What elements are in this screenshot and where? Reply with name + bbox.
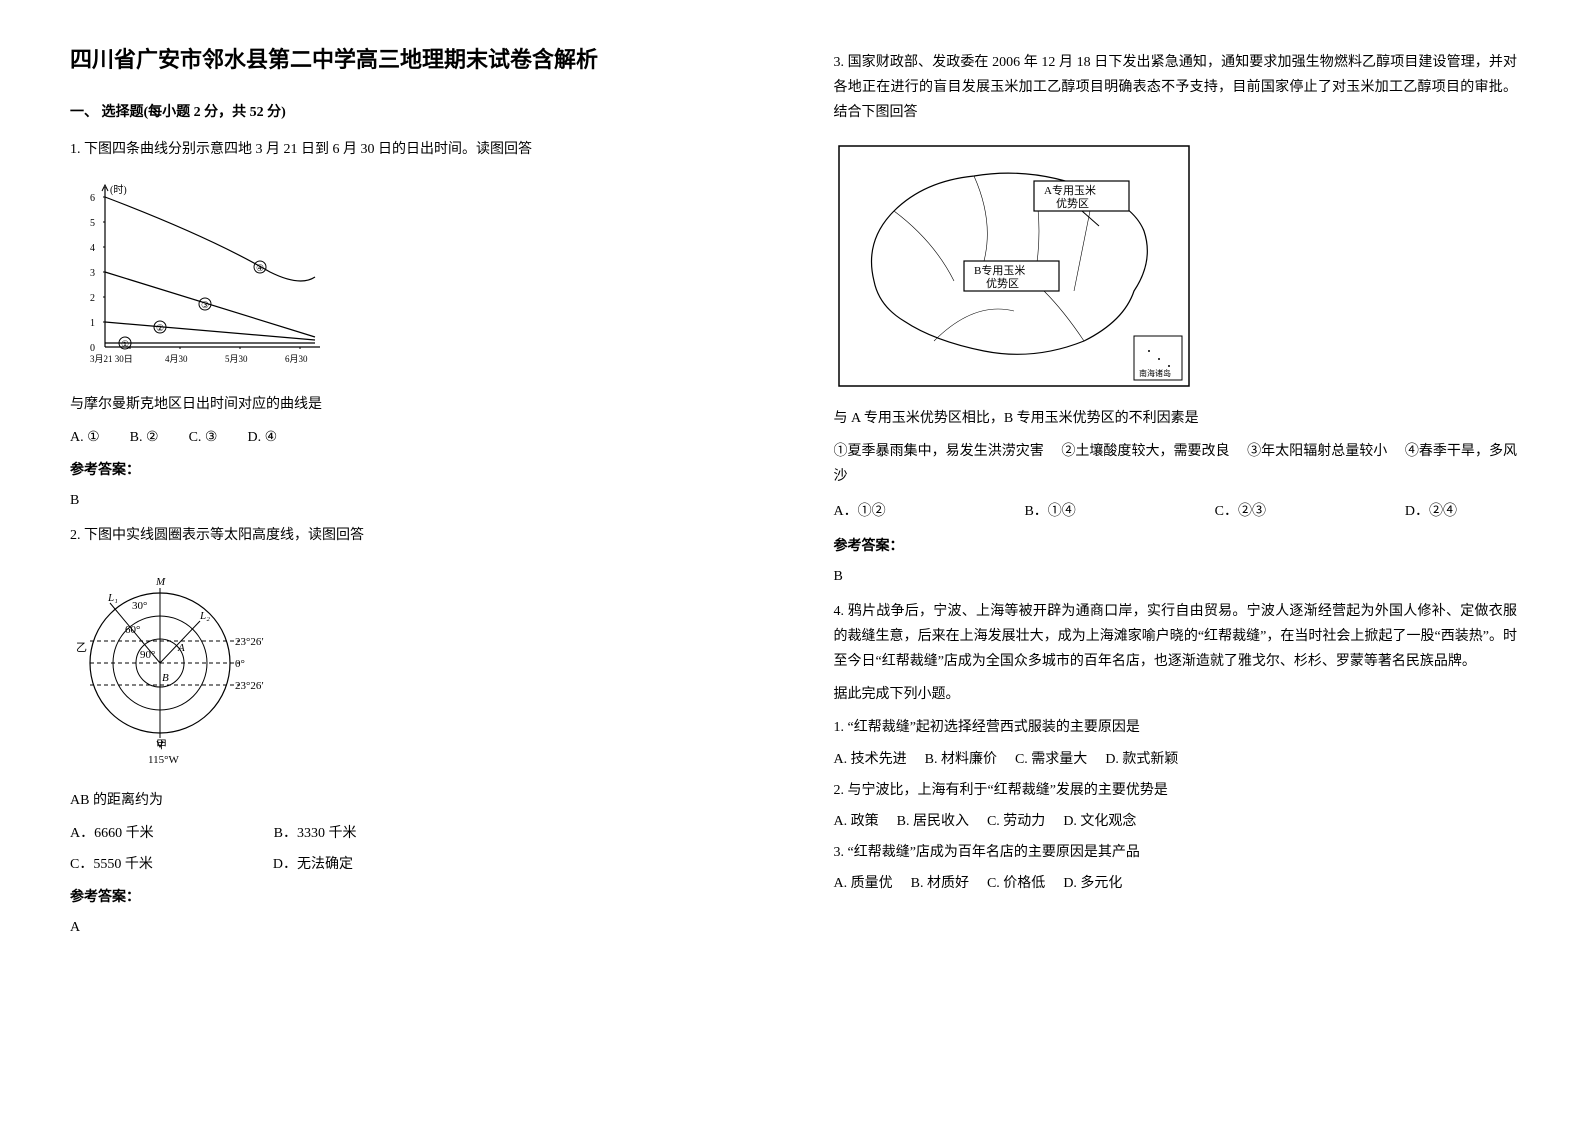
q1-chart: 0 1 2 3 4 5 6 (时) 3月21 30日 4月30 5月30 [70,177,754,377]
q4-2-b: B. 居民收入 [897,809,969,834]
q3-options: A．①② B．①④ C．②③ D．②④ [834,499,1518,524]
q3-opt-b: B．①④ [1024,499,1075,524]
q4-2-c: C. 劳动力 [987,809,1045,834]
svg-text:(时): (时) [110,184,127,196]
q1-subprompt: 与摩尔曼斯克地区日出时间对应的曲线是 [70,392,754,417]
q2-subprompt: AB 的距离约为 [70,788,754,813]
q2-options: A．6660 千米 B．3330 千米 C．5550 千米 D．无法确定 [70,821,754,877]
svg-text:B: B [162,672,169,684]
q1-answer-label: 参考答案： [70,458,754,483]
svg-text:0: 0 [90,343,95,354]
svg-text:115°W: 115°W [148,754,179,766]
question-3: 3. 国家财政部、发政委在 2006 年 12 月 18 日下发出紧急通知，通知… [834,50,1518,589]
q1-opt-b: B. ② [130,425,159,450]
q2-diagram: M L₁ L₂ 30° 60° 90° 23°26′ 0° 23°26′ 115… [70,563,754,773]
svg-text:B专用玉米: B专用玉米 [974,263,1025,277]
page-title: 四川省广安市邻水县第二中学高三地理期末试卷含解析 [70,40,754,80]
question-2: 2. 下图中实线圆圈表示等太阳高度线，读图回答 M [70,523,754,940]
q2-prompt: 2. 下图中实线圆圈表示等太阳高度线，读图回答 [70,523,754,548]
q4-3-a: A. 质量优 [834,871,893,896]
q4-3-c: C. 价格低 [987,871,1045,896]
q4-sub2: 2. 与宁波比，上海有利于“红帮裁缝”发展的主要优势是 [834,778,1518,803]
svg-text:4月30: 4月30 [165,354,188,364]
q2-opt-d: D．无法确定 [273,852,353,877]
q1-opt-d: D. ④ [247,425,277,450]
q2-answer-label: 参考答案： [70,885,754,910]
svg-text:①: ① [121,339,129,349]
right-column: 3. 国家财政部、发政委在 2006 年 12 月 18 日下发出紧急通知，通知… [794,40,1558,1082]
svg-text:0°: 0° [235,658,245,670]
q4-sub3: 3. “红帮裁缝”店成为百年名店的主要原因是其产品 [834,840,1518,865]
svg-text:5: 5 [90,218,95,229]
svg-text:优势区: 优势区 [986,277,1019,290]
q1-opt-c: C. ③ [189,425,218,450]
q4-1-d: D. 款式新颖 [1105,747,1178,772]
left-column: 四川省广安市邻水县第二中学高三地理期末试卷含解析 一、 选择题(每小题 2 分，… [30,40,794,1082]
q2-opt-b: B．3330 千米 [274,821,357,846]
svg-text:4: 4 [90,243,95,254]
svg-text:30°: 30° [132,600,147,612]
svg-text:A: A [177,642,185,654]
svg-text:A专用玉米: A专用玉米 [1044,183,1096,197]
svg-text:23°26′: 23°26′ [235,680,264,692]
svg-text:乙: 乙 [76,641,87,654]
q2-opt-c: C．5550 千米 [70,852,153,877]
svg-text:3: 3 [90,268,95,279]
svg-text:60°: 60° [125,624,140,636]
q3-answer-label: 参考答案： [834,534,1518,559]
q4-3-b: B. 材质好 [911,871,969,896]
q3-opt-d: D．②④ [1405,499,1457,524]
q4-sub2-opts: A. 政策 B. 居民收入 C. 劳动力 D. 文化观念 [834,809,1518,834]
q1-prompt: 1. 下图四条曲线分别示意四地 3 月 21 日到 6 月 30 日的日出时间。… [70,137,754,162]
question-1: 1. 下图四条曲线分别示意四地 3 月 21 日到 6 月 30 日的日出时间。… [70,137,754,513]
svg-text:L₂: L₂ [199,610,210,622]
q3-answer: B [834,564,1518,589]
svg-text:1: 1 [90,318,95,329]
svg-text:优势区: 优势区 [1056,197,1089,210]
q2-opt-a: A．6660 千米 [70,821,154,846]
q3-map: A专用玉米 优势区 B专用玉米 优势区 南海诸岛 [834,141,1518,391]
svg-text:6月30: 6月30 [285,354,308,364]
svg-text:3月21 30日: 3月21 30日 [90,354,133,364]
svg-text:②: ② [156,323,164,333]
q4-instruct: 据此完成下列小题。 [834,682,1518,707]
svg-text:23°26′: 23°26′ [235,636,264,648]
q4-2-d: D. 文化观念 [1063,809,1136,834]
q4-1-c: C. 需求量大 [1015,747,1087,772]
q3-subprompt: 与 A 专用玉米优势区相比，B 专用玉米优势区的不利因素是 [834,406,1518,431]
q1-opt-a: A. ① [70,425,100,450]
q3-prompt: 3. 国家财政部、发政委在 2006 年 12 月 18 日下发出紧急通知，通知… [834,50,1518,126]
q3-conditions: ①夏季暴雨集中，易发生洪涝灾害 ②土壤酸度较大，需要改良 ③年太阳辐射总量较小 … [834,439,1518,489]
q4-1-b: B. 材料廉价 [925,747,997,772]
svg-text:2: 2 [90,293,95,304]
svg-text:5月30: 5月30 [225,354,248,364]
svg-text:6: 6 [90,193,95,204]
q4-3-d: D. 多元化 [1063,871,1122,896]
q3-opt-c: C．②③ [1215,499,1266,524]
svg-text:M: M [155,576,166,588]
question-4: 4. 鸦片战争后，宁波、上海等被开辟为通商口岸，实行自由贸易。宁波人逐渐经营起为… [834,599,1518,897]
q1-options: A. ① B. ② C. ③ D. ④ [70,425,754,450]
q4-sub1-opts: A. 技术先进 B. 材料廉价 C. 需求量大 D. 款式新颖 [834,747,1518,772]
q4-sub3-opts: A. 质量优 B. 材质好 C. 价格低 D. 多元化 [834,871,1518,896]
svg-text:L₁: L₁ [107,592,118,604]
q4-2-a: A. 政策 [834,809,879,834]
svg-text:④: ④ [256,263,264,273]
q2-answer: A [70,915,754,940]
q1-answer: B [70,488,754,513]
q4-sub1: 1. “红帮裁缝”起初选择经营西式服装的主要原因是 [834,715,1518,740]
svg-text:南海诸岛: 南海诸岛 [1139,368,1171,378]
q4-passage: 4. 鸦片战争后，宁波、上海等被开辟为通商口岸，实行自由贸易。宁波人逐渐经营起为… [834,599,1518,675]
section-header: 一、 选择题(每小题 2 分，共 52 分) [70,100,754,125]
q4-1-a: A. 技术先进 [834,747,907,772]
q3-opt-a: A．①② [834,499,886,524]
svg-text:90°: 90° [140,649,155,661]
svg-text:③: ③ [201,300,209,310]
